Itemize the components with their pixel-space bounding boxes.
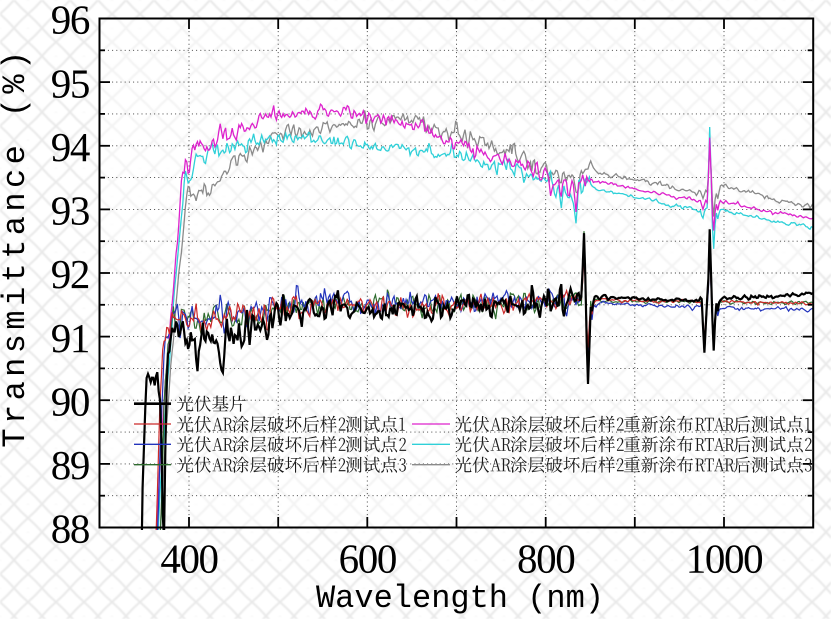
svg-text:94: 94 <box>51 124 90 170</box>
svg-text:Transmittance (%): Transmittance (%) <box>0 46 34 447</box>
svg-text:400: 400 <box>160 536 217 582</box>
svg-text:96: 96 <box>51 0 90 43</box>
svg-text:91: 91 <box>51 315 89 361</box>
svg-text:89: 89 <box>51 442 89 488</box>
svg-text:93: 93 <box>51 188 89 234</box>
svg-text:Wavelength (nm): Wavelength (nm) <box>316 580 604 617</box>
svg-text:1000: 1000 <box>686 536 762 582</box>
svg-text:95: 95 <box>51 60 89 106</box>
svg-text:800: 800 <box>517 536 574 582</box>
svg-text:90: 90 <box>51 378 89 424</box>
svg-text:88: 88 <box>51 506 89 552</box>
svg-text:600: 600 <box>339 536 396 582</box>
svg-text:92: 92 <box>51 251 89 297</box>
